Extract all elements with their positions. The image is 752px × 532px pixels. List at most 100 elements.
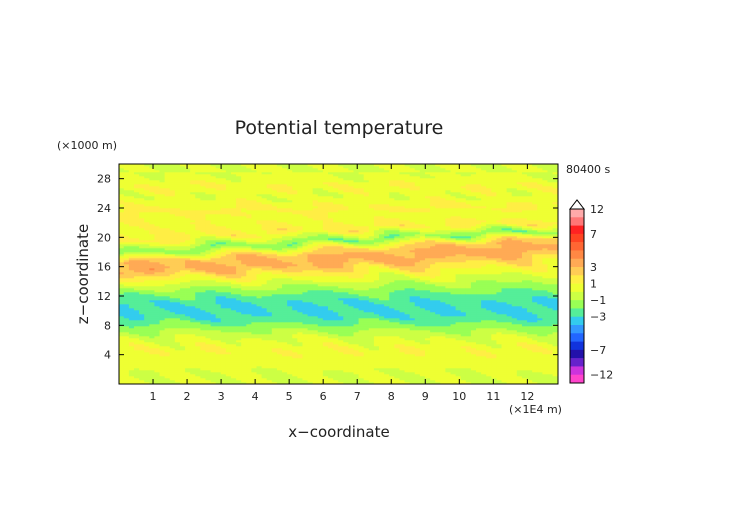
field-cell bbox=[282, 231, 288, 235]
field-cell bbox=[282, 359, 288, 363]
field-cell bbox=[271, 325, 278, 329]
field-cell bbox=[282, 361, 288, 365]
field-cell bbox=[195, 229, 201, 233]
field-cell bbox=[149, 353, 156, 357]
field-cell bbox=[297, 269, 304, 273]
field-cell bbox=[241, 295, 247, 299]
field-cell bbox=[164, 209, 171, 213]
field-cell bbox=[282, 319, 288, 323]
field-cell bbox=[312, 313, 319, 317]
field-cell bbox=[190, 251, 196, 255]
field-cell bbox=[271, 199, 278, 203]
field-cell bbox=[164, 325, 171, 329]
field-cell bbox=[271, 207, 278, 211]
field-cell bbox=[205, 235, 212, 239]
field-cell bbox=[179, 249, 186, 253]
field-cell bbox=[333, 297, 339, 301]
field-cell bbox=[174, 237, 181, 241]
field-cell bbox=[266, 261, 273, 265]
field-cell bbox=[119, 211, 125, 215]
field-cell bbox=[200, 257, 207, 261]
field-cell bbox=[266, 173, 273, 177]
field-cell bbox=[266, 237, 273, 241]
field-cell bbox=[205, 315, 212, 319]
field-cell bbox=[123, 179, 130, 183]
field-cell bbox=[302, 281, 309, 285]
field-cell bbox=[256, 235, 263, 239]
field-cell bbox=[144, 193, 150, 197]
field-cell bbox=[164, 329, 171, 333]
field-cell bbox=[134, 275, 140, 279]
field-cell bbox=[200, 377, 207, 381]
field-cell bbox=[149, 377, 156, 381]
field-cell bbox=[276, 293, 283, 297]
field-cell bbox=[302, 313, 309, 317]
field-cell bbox=[139, 307, 145, 311]
field-cell bbox=[139, 263, 145, 267]
field-cell bbox=[190, 361, 196, 365]
field-cell bbox=[317, 175, 324, 179]
field-cell bbox=[256, 189, 263, 193]
field-cell bbox=[297, 201, 304, 205]
field-cell bbox=[251, 231, 258, 235]
field-cell bbox=[119, 209, 125, 213]
field-cell bbox=[236, 301, 242, 305]
field-cell bbox=[220, 361, 227, 365]
field-cell bbox=[333, 339, 339, 343]
field-cell bbox=[241, 353, 247, 357]
field-cell bbox=[169, 217, 176, 221]
field-cell bbox=[297, 371, 304, 375]
field-cell bbox=[312, 305, 319, 309]
field-cell bbox=[215, 331, 222, 335]
field-cell bbox=[282, 181, 288, 185]
field-cell bbox=[164, 339, 171, 343]
field-cell bbox=[297, 313, 304, 317]
field-cell bbox=[297, 291, 304, 295]
field-cell bbox=[215, 255, 222, 259]
field-cell bbox=[246, 309, 253, 313]
field-cell bbox=[256, 171, 263, 175]
field-cell bbox=[159, 365, 166, 369]
field-cell bbox=[195, 165, 201, 169]
field-cell bbox=[261, 197, 268, 201]
field-cell bbox=[297, 227, 304, 231]
field-cell bbox=[251, 241, 258, 245]
field-cell bbox=[266, 245, 273, 249]
field-cell bbox=[266, 215, 273, 219]
field-cell bbox=[195, 243, 201, 247]
field-cell bbox=[119, 313, 125, 317]
field-cell bbox=[144, 273, 150, 277]
field-cell bbox=[225, 371, 232, 375]
field-cell bbox=[210, 279, 217, 283]
field-cell bbox=[200, 363, 207, 367]
field-cell bbox=[128, 321, 135, 325]
field-cell bbox=[174, 273, 181, 277]
field-cell bbox=[231, 323, 237, 327]
field-cell bbox=[164, 277, 171, 281]
field-cell bbox=[128, 229, 135, 233]
field-cell bbox=[139, 365, 145, 369]
field-cell bbox=[231, 203, 237, 207]
field-cell bbox=[195, 331, 201, 335]
field-cell bbox=[195, 189, 201, 193]
field-cell bbox=[164, 381, 171, 384]
field-cell bbox=[266, 311, 273, 315]
field-cell bbox=[195, 327, 201, 331]
field-cell bbox=[119, 291, 125, 295]
field-cell bbox=[200, 267, 207, 271]
field-cell bbox=[215, 285, 222, 289]
field-cell bbox=[282, 309, 288, 313]
field-cell bbox=[190, 257, 196, 261]
field-cell bbox=[231, 197, 237, 201]
field-cell bbox=[154, 341, 161, 345]
field-cell bbox=[312, 265, 319, 269]
field-cell bbox=[251, 253, 258, 257]
field-cell bbox=[215, 365, 222, 369]
field-cell bbox=[154, 379, 161, 383]
field-cell bbox=[276, 239, 283, 243]
field-cell bbox=[276, 273, 283, 277]
field-cell bbox=[251, 289, 258, 293]
field-cell bbox=[179, 271, 186, 275]
field-cell bbox=[256, 371, 263, 375]
field-cell bbox=[297, 261, 304, 265]
